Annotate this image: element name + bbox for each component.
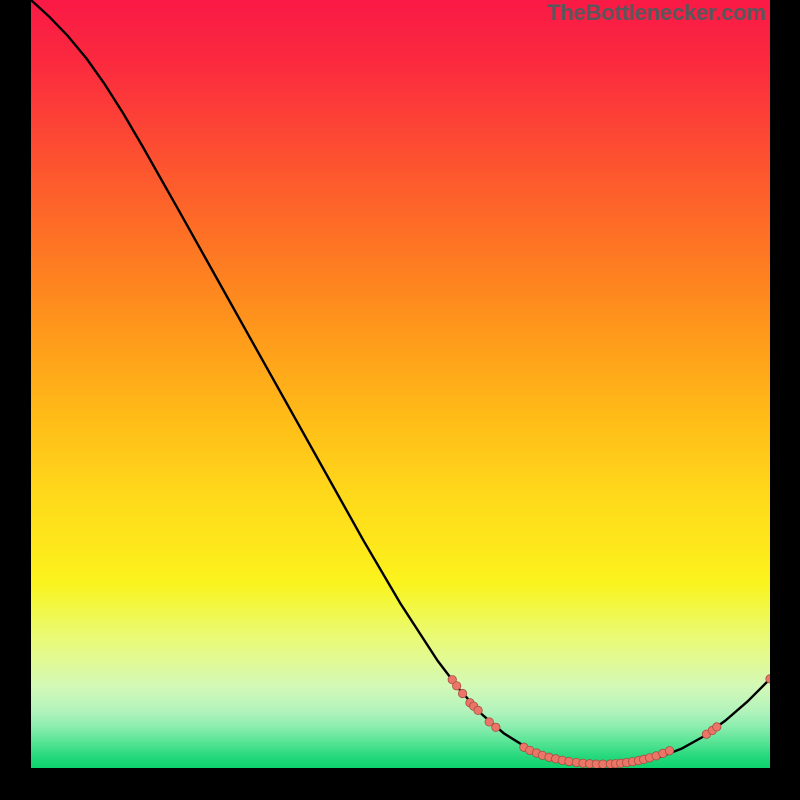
data-marker xyxy=(665,747,673,755)
data-marker xyxy=(492,723,500,731)
data-marker xyxy=(474,706,482,714)
watermark-text: TheBottlenecker.com xyxy=(547,0,766,26)
chart-frame: TheBottlenecker.com xyxy=(0,0,800,800)
chart-overlay xyxy=(31,0,770,768)
data-markers xyxy=(448,675,770,768)
data-marker xyxy=(458,689,466,697)
data-marker xyxy=(713,723,721,731)
data-marker xyxy=(452,682,460,690)
plot-area: TheBottlenecker.com xyxy=(31,0,770,768)
bottleneck-curve xyxy=(31,0,770,764)
